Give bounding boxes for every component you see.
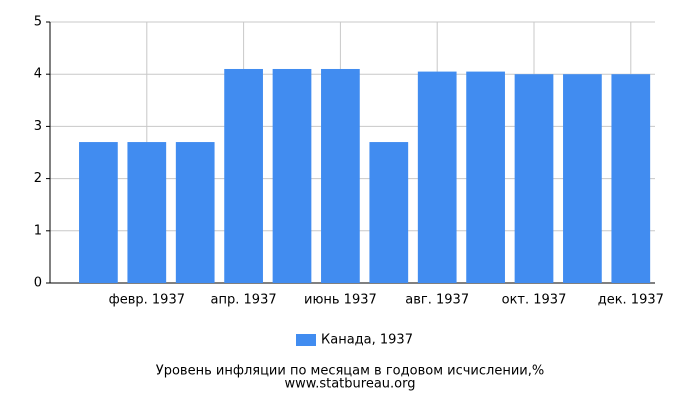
bar <box>514 74 554 283</box>
x-tick-label: окт. 1937 <box>502 293 567 308</box>
bar <box>79 142 118 283</box>
bar <box>321 68 360 283</box>
y-tick-label: 2 <box>34 171 42 186</box>
y-tick-label: 4 <box>34 67 42 82</box>
bar <box>224 68 263 283</box>
bar <box>369 142 409 283</box>
bar <box>611 74 651 283</box>
bar <box>563 74 602 283</box>
legend-swatch <box>296 334 316 346</box>
source: www.statbureau.org <box>285 377 416 392</box>
x-tick-label: дек. 1937 <box>598 293 664 308</box>
bar <box>417 71 457 283</box>
bar <box>127 142 167 283</box>
y-tick-label: 3 <box>34 119 42 134</box>
bar <box>272 68 312 283</box>
x-tick-label: июнь 1937 <box>304 293 377 308</box>
y-tick-label: 5 <box>34 15 42 30</box>
x-tick-label: апр. 1937 <box>211 293 277 308</box>
y-tick-label: 1 <box>34 223 42 238</box>
y-tick-label: 0 <box>34 276 42 291</box>
x-tick-label: авг. 1937 <box>405 293 469 308</box>
bar <box>175 142 215 283</box>
x-tick-label: февр. 1937 <box>109 293 185 308</box>
caption: Уровень инфляции по месяцам в годовом ис… <box>156 364 544 379</box>
bar <box>466 71 505 283</box>
legend-label: Канада, 1937 <box>321 333 413 348</box>
